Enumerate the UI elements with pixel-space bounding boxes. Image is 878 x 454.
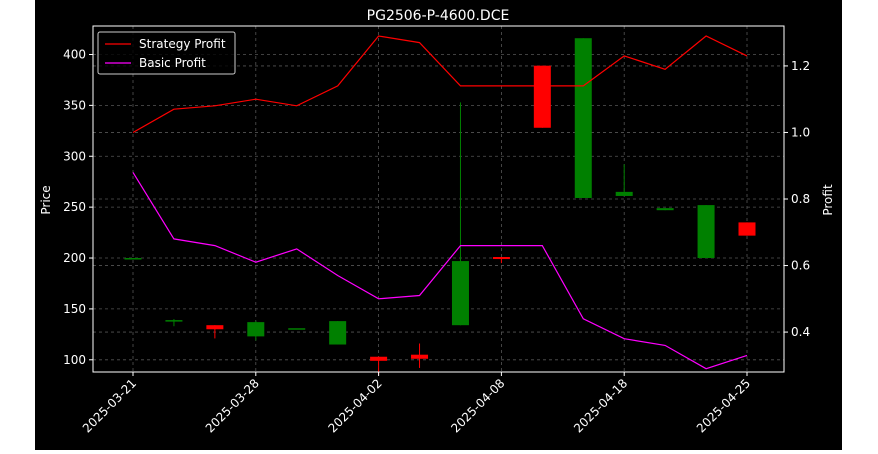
right-tick-label: 0.8 [791,192,810,206]
candle-body [697,205,715,259]
x-tick-label: 2025-04-08 [448,376,507,435]
candle [656,208,674,211]
candle [206,325,224,339]
legend-box [97,31,236,75]
chart-title: PG2506-P-4600.DCE [367,8,510,24]
left-tick-label: 300 [63,149,86,163]
left-tick-label: 200 [63,251,86,265]
candle [411,343,429,368]
candle [329,321,347,345]
candle-body [533,65,551,128]
candle [288,328,306,330]
left-tick-label: 400 [63,47,86,61]
right-tick-label: 1.2 [791,59,810,73]
candle [451,102,469,326]
right-y-axis: 0.4 0.6 0.8 1.0 1.2 [784,59,810,339]
left-axis-label: Price [39,185,53,214]
right-tick-label: 0.6 [791,259,810,273]
x-tick-label: 2025-04-02 [326,376,385,435]
candle-body [124,258,142,260]
right-axis-label: Profit [821,184,835,216]
basic-profit-line [132,172,748,370]
profit-lines [132,35,748,370]
candle [124,258,142,260]
x-axis: 2025-03-21 2025-03-28 2025-04-02 2025-04-08… [80,372,753,435]
legend: Strategy Profit Basic Profit [97,31,236,75]
candle [615,164,633,196]
chart-svg: 100 150 200 250 300 350 400 0.4 0.6 0.8 1.0 1.2 20… [39,8,835,435]
legend-strategy-label: Strategy Profit [139,37,226,51]
candle-body [738,222,756,236]
x-tick-label: 2025-04-25 [694,376,753,435]
candle-body [206,325,224,330]
left-y-axis: 100 150 200 250 300 350 400 [63,47,93,367]
candle-body [492,257,510,260]
candle [165,319,183,327]
candle [247,321,265,341]
legend-basic-label: Basic Profit [139,56,206,70]
candle [533,65,551,128]
right-tick-label: 0.4 [791,325,810,339]
candle-body [615,191,633,196]
x-tick-label: 2025-03-28 [203,376,262,435]
left-tick-label: 350 [63,98,86,112]
candle [697,205,715,259]
right-tick-label: 1.0 [791,125,810,139]
candles [124,38,756,376]
candle-body [656,208,674,211]
left-tick-label: 150 [63,302,86,316]
candle [738,222,756,236]
candle-body [574,38,592,198]
candle-body [411,354,429,359]
x-tick-label: 2025-03-21 [80,376,139,435]
candle-body [329,321,347,345]
left-tick-label: 100 [63,353,86,367]
candle [574,38,592,198]
candle-body [247,322,265,337]
candle-body [288,328,306,330]
candle-body [451,261,469,326]
left-tick-label: 250 [63,200,86,214]
chart-figure: 100 150 200 250 300 350 400 0.4 0.6 0.8 1.0 1.2 20… [35,0,842,450]
candle-body [165,320,183,322]
candle-body [370,356,388,361]
candle [492,257,510,264]
x-tick-label: 2025-04-18 [571,376,630,435]
strategy-profit-line [132,35,748,134]
grid [93,26,784,372]
